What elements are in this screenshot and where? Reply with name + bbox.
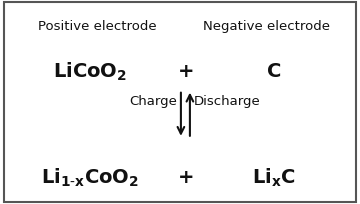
Text: $\mathbf{+}$: $\mathbf{+}$ bbox=[177, 168, 194, 187]
Text: Discharge: Discharge bbox=[194, 95, 260, 109]
Text: $\mathbf{Li_xC}$: $\mathbf{Li_xC}$ bbox=[252, 166, 296, 189]
Text: $\mathbf{LiCoO_2}$: $\mathbf{LiCoO_2}$ bbox=[53, 60, 127, 83]
Text: Positive electrode: Positive electrode bbox=[38, 20, 157, 33]
Text: $\mathbf{+}$: $\mathbf{+}$ bbox=[177, 62, 194, 81]
Text: $\mathbf{C}$: $\mathbf{C}$ bbox=[266, 62, 281, 81]
Text: Charge: Charge bbox=[130, 95, 177, 109]
Text: Negative electrode: Negative electrode bbox=[203, 20, 330, 33]
Text: $\mathbf{Li_{1\text{-}x}CoO_2}$: $\mathbf{Li_{1\text{-}x}CoO_2}$ bbox=[41, 166, 139, 189]
